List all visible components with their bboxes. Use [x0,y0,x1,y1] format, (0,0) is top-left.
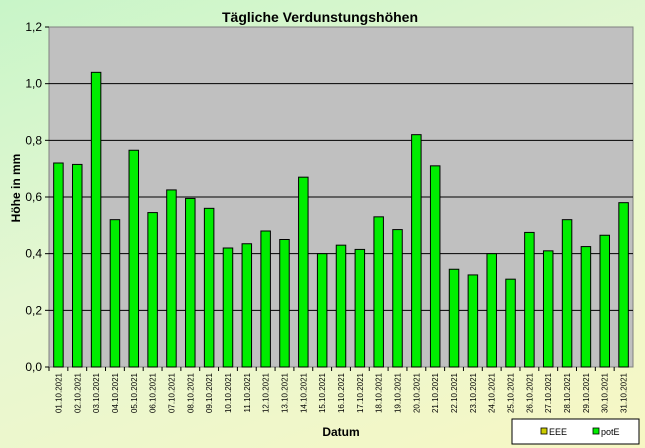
bar [260,230,271,368]
x-tick-label: 06.10.2021 [149,372,158,413]
bar [580,246,592,368]
x-tick-label: 02.10.2021 [73,372,82,413]
legend-swatch-eee [540,427,548,435]
bar [448,268,460,368]
bar [128,149,140,368]
bar [298,176,309,368]
x-tick-label: 15.10.2021 [318,372,327,413]
bar [53,162,64,368]
y-tick-label: 1,2 [25,20,42,34]
x-tick-label: 04.10.2021 [111,372,120,413]
y-tick-label: 0,0 [25,360,42,374]
y-axis-label: Höhe in mm [9,154,23,223]
bar [166,189,177,368]
legend-label-eee: EEE [549,427,567,437]
bar [524,231,535,368]
x-tick-label: 27.10.2021 [544,372,553,413]
bar [354,248,366,368]
chart-title: Tägliche Verdunstungshöhen [222,9,418,25]
x-tick-label: 18.10.2021 [375,372,384,413]
x-tick-label: 31.10.2021 [620,372,629,413]
x-tick-label: 12.10.2021 [262,372,271,413]
bar [392,229,403,368]
bar [72,163,83,368]
legend-label-pote: potE [601,427,620,437]
bar [542,250,554,368]
bar [411,134,422,368]
bar [222,247,234,368]
x-tick-label: 10.10.2021 [224,372,233,413]
y-tick-label: 0,2 [25,303,42,317]
x-axis-label: Datum [322,425,359,439]
bar [505,278,516,368]
bar [109,219,121,368]
bar [618,202,629,368]
bar [316,253,328,368]
bar [147,212,158,368]
x-tick-label: 03.10.2021 [92,372,101,413]
bar [241,243,253,368]
y-tick-label: 0,6 [25,190,42,204]
bar [486,253,497,368]
x-tick-label: 21.10.2021 [431,372,440,413]
x-tick-label: 09.10.2021 [205,372,214,413]
legend: EEE potE [511,418,640,445]
bar [561,219,573,368]
legend-swatch-pote [592,427,600,435]
bar [335,244,347,368]
x-tick-label: 05.10.2021 [130,372,139,413]
x-tick-label: 20.10.2021 [412,372,421,413]
y-tick-label: 1,0 [25,77,42,91]
bar [373,216,384,368]
x-tick-label: 19.10.2021 [394,372,403,413]
x-tick-label: 14.10.2021 [299,372,308,413]
y-tick-label: 0,4 [25,247,42,261]
x-tick-label: 26.10.2021 [525,372,534,413]
x-tick-label: 29.10.2021 [582,372,591,413]
x-tick-label: 08.10.2021 [186,372,195,413]
bar [599,234,610,368]
x-axis-ticks: 01.10.2021 02.10.2021 03.10.2021 04.10.2021… [48,367,629,413]
bar [279,239,290,368]
x-tick-label: 07.10.2021 [167,372,176,413]
x-tick-label: 16.10.2021 [337,372,346,413]
bar [90,71,102,368]
bar [467,274,479,368]
y-axis-ticks: 0,0 0,2 0,4 0,6 0,8 1,0 1,2 [25,20,49,374]
x-tick-label: 17.10.2021 [356,372,365,413]
legend-box [511,418,640,445]
x-tick-label: 30.10.2021 [601,372,610,413]
x-tick-label: 13.10.2021 [280,372,289,413]
bars [53,71,629,368]
x-tick-label: 25.10.2021 [507,372,516,413]
x-tick-label: 11.10.2021 [243,372,252,412]
x-tick-label: 28.10.2021 [563,372,572,413]
x-tick-label: 01.10.2021 [54,372,63,413]
bar [429,165,441,368]
x-tick-label: 22.10.2021 [450,372,459,413]
y-tick-label: 0,8 [25,133,42,147]
bar [203,207,215,368]
x-tick-label: 23.10.2021 [469,372,478,413]
bar [185,197,196,368]
x-tick-label: 24.10.2021 [488,372,497,413]
